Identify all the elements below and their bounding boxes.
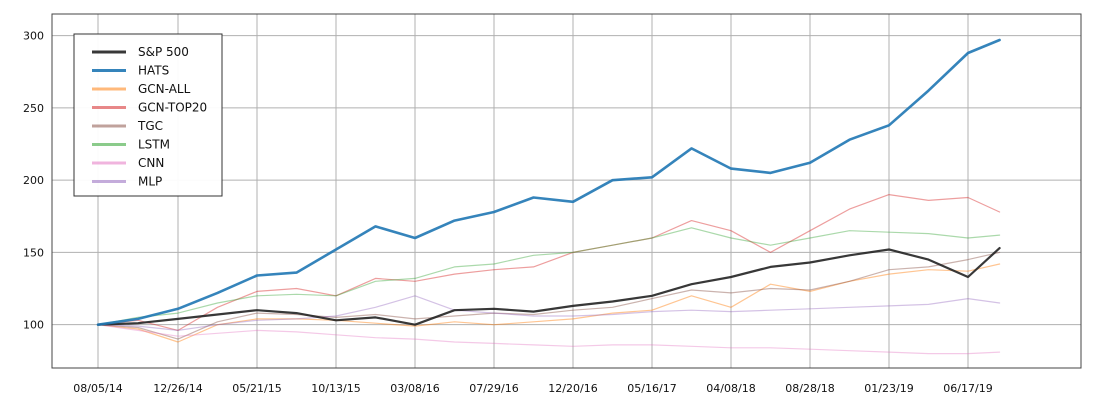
x-tick-label: 08/28/18 bbox=[785, 382, 834, 395]
x-tick-label: 07/29/16 bbox=[469, 382, 518, 395]
x-tick-label: 03/08/16 bbox=[390, 382, 439, 395]
plot-frame bbox=[51, 13, 1082, 369]
y-tick-labels: 100 150 200 250 300 bbox=[23, 30, 44, 332]
series-line-cnn bbox=[97, 324, 1001, 355]
x-tick-label: 01/23/19 bbox=[864, 382, 913, 395]
y-tick-label: 200 bbox=[23, 174, 44, 187]
series-line-gcn-all bbox=[97, 263, 1001, 343]
series-line-gcn-top20 bbox=[97, 194, 1001, 331]
series-lines bbox=[96, 38, 1001, 355]
series-line-lstm bbox=[97, 227, 1001, 326]
series-line-hats bbox=[96, 38, 1001, 327]
series-line-mlp bbox=[97, 295, 1001, 331]
y-tick-label: 300 bbox=[23, 30, 44, 43]
x-tick-label: 05/21/15 bbox=[232, 382, 281, 395]
legend-label-tgc: TGC bbox=[137, 119, 163, 133]
legend-label-gcn-top20: GCN-TOP20 bbox=[138, 101, 207, 115]
y-tick-label: 150 bbox=[23, 246, 44, 259]
legend-label-mlp: MLP bbox=[138, 175, 162, 189]
x-tick-label: 12/26/14 bbox=[153, 382, 202, 395]
series-line-s-p-500 bbox=[96, 247, 1001, 326]
x-tick-label: 08/05/14 bbox=[73, 382, 122, 395]
legend-label-s-p-500: S&P 500 bbox=[138, 45, 189, 59]
legend-box bbox=[73, 33, 223, 197]
series-line-tgc bbox=[97, 251, 1001, 340]
x-tick-labels: 08/05/14 12/26/14 05/21/15 10/13/15 03/08/16… bbox=[73, 382, 992, 395]
y-tick-label: 250 bbox=[23, 102, 44, 115]
x-tick-label: 12/20/16 bbox=[548, 382, 597, 395]
x-tick-label: 06/17/19 bbox=[943, 382, 992, 395]
grid bbox=[52, 14, 1081, 368]
legend-label-lstm: LSTM bbox=[138, 138, 170, 152]
legend-label-gcn-all: GCN-ALL bbox=[138, 82, 191, 96]
x-tick-label: 04/08/18 bbox=[706, 382, 755, 395]
x-tick-label: 05/16/17 bbox=[627, 382, 676, 395]
y-tick-label: 100 bbox=[23, 319, 44, 332]
legend: S&P 500 HATS GCN-ALL GCN-TOP20 TGC LSTM CNN MLP bbox=[73, 33, 223, 197]
legend-label-hats: HATS bbox=[138, 64, 169, 78]
legend-label-cnn: CNN bbox=[138, 156, 164, 170]
x-tick-label: 10/13/15 bbox=[311, 382, 360, 395]
